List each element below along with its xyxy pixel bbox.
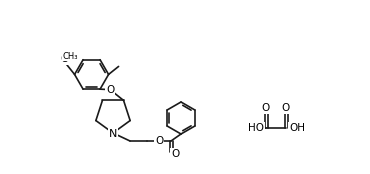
- Text: CH₃: CH₃: [63, 52, 78, 61]
- Text: O: O: [282, 103, 290, 113]
- Text: O: O: [60, 54, 69, 64]
- Text: O: O: [262, 103, 270, 113]
- Text: O: O: [106, 85, 114, 95]
- Text: HO: HO: [248, 123, 264, 133]
- Text: OH: OH: [289, 123, 305, 133]
- Text: N: N: [109, 129, 117, 139]
- Text: O: O: [171, 149, 179, 159]
- Text: O: O: [155, 136, 163, 146]
